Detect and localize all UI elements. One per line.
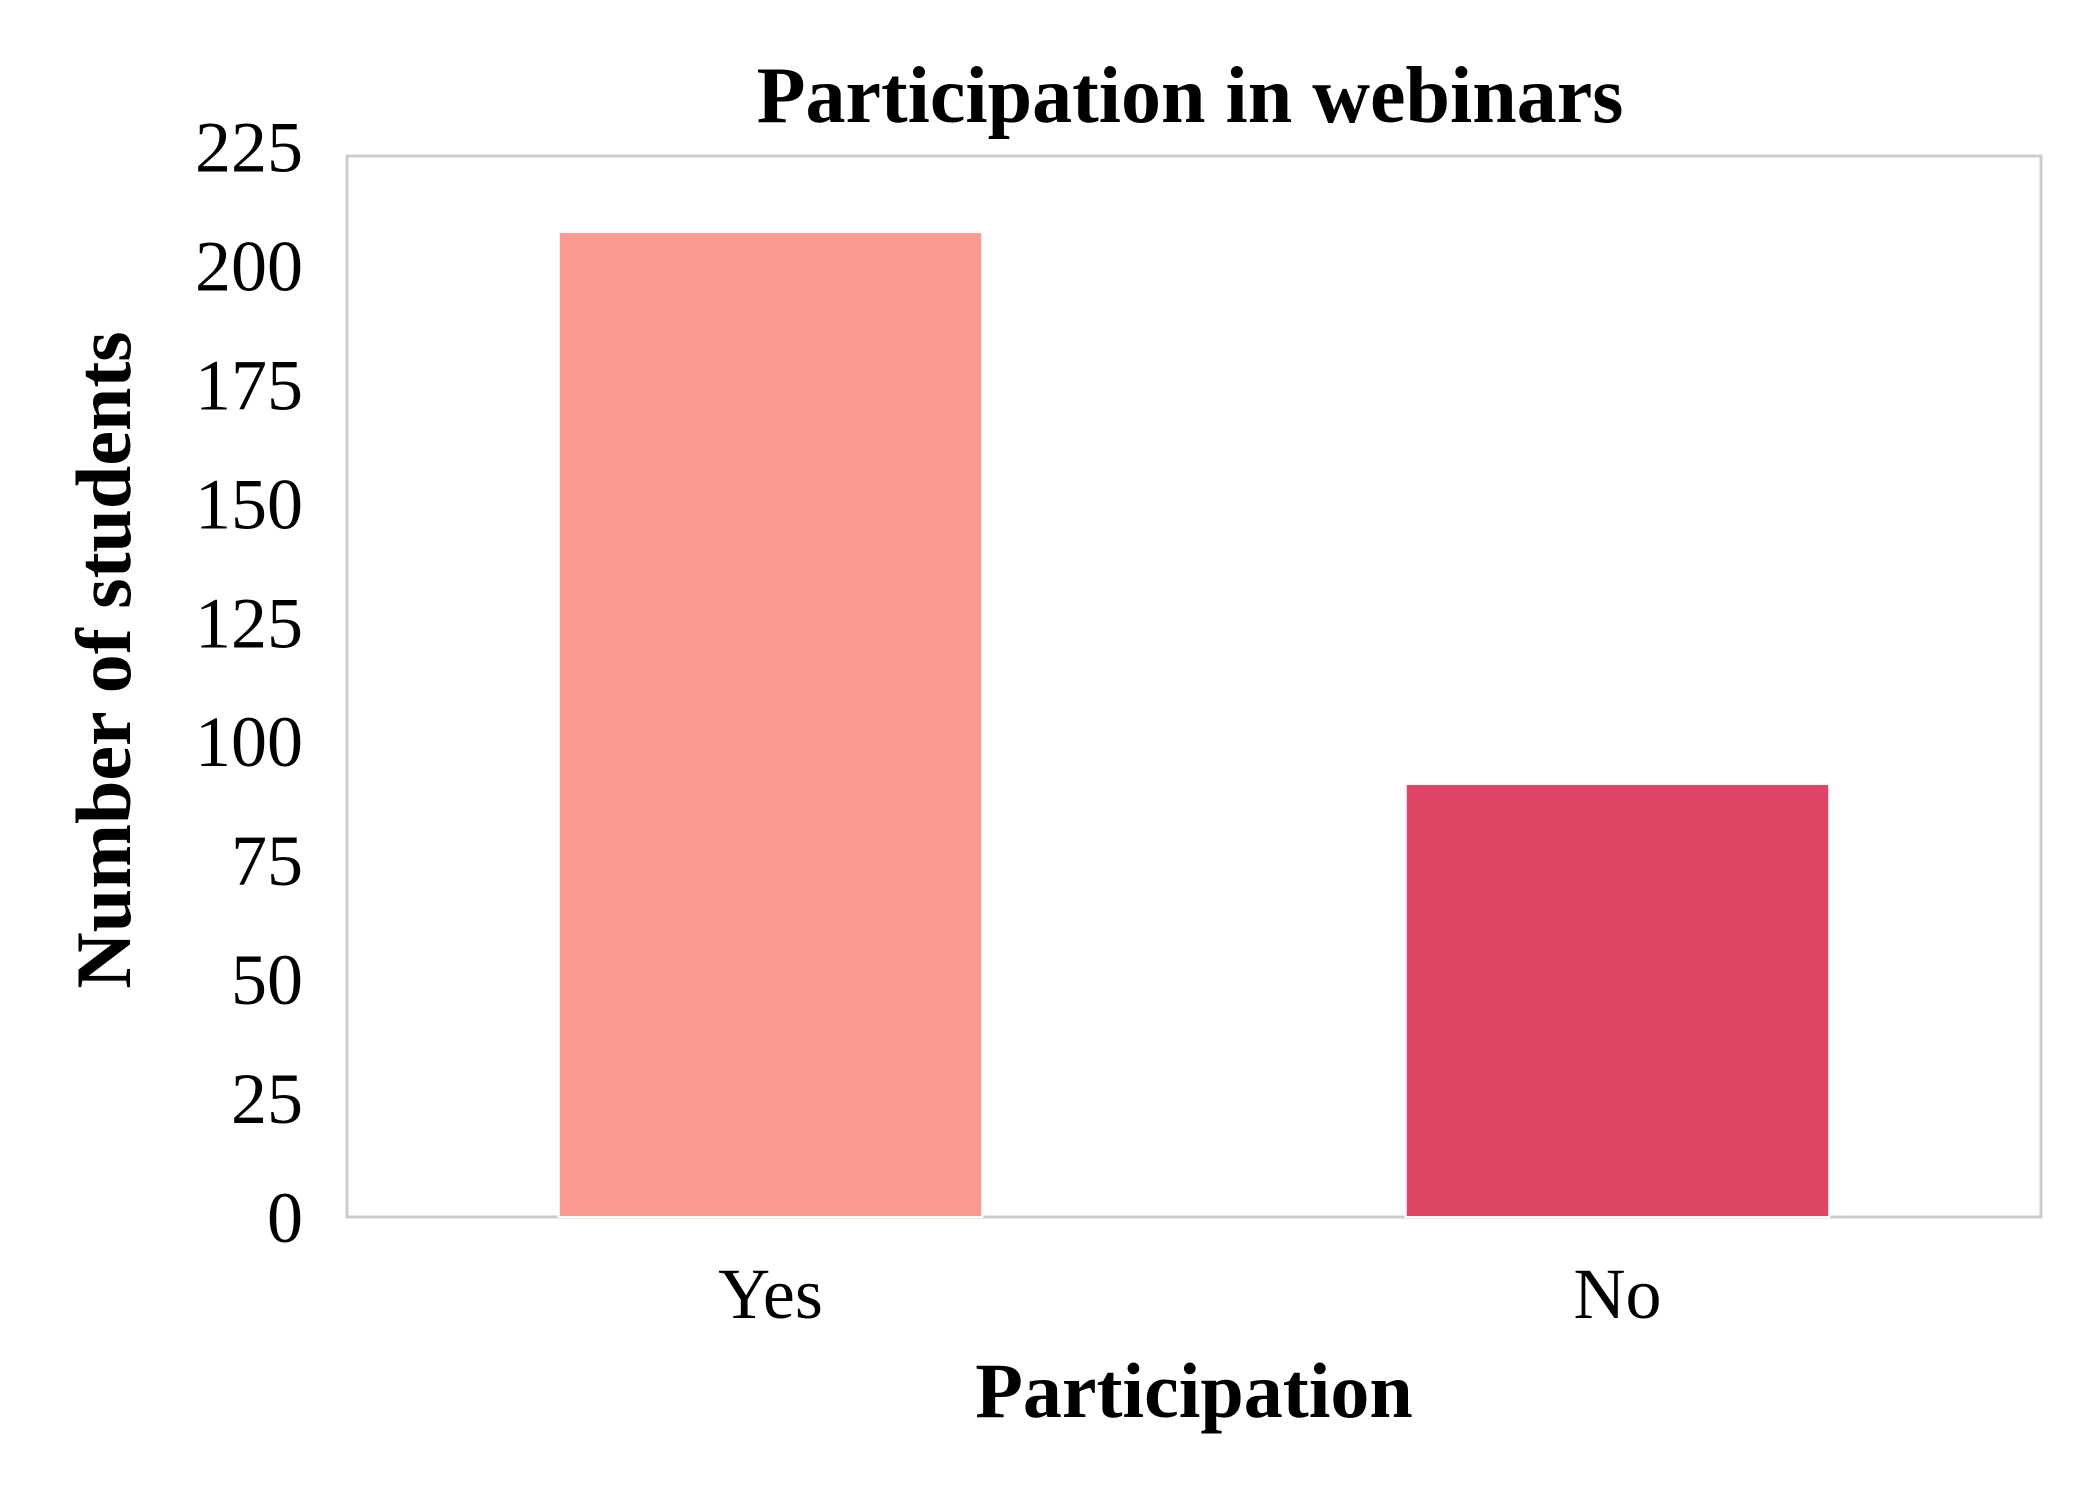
chart-title: Participation in webinars: [757, 52, 1624, 140]
y-tick-label: 200: [195, 226, 303, 306]
y-axis-label: Number of students: [60, 331, 147, 988]
y-tick-label: 75: [231, 821, 303, 901]
x-tick-labels: Yes No: [718, 1254, 1661, 1334]
y-tick-label: 125: [195, 583, 303, 663]
y-tick-label: 225: [195, 107, 303, 187]
x-axis-label: Participation: [975, 1347, 1413, 1434]
x-tick-label: Yes: [718, 1254, 823, 1334]
bars-group: [557, 231, 1831, 1219]
bar-yes: [557, 231, 984, 1219]
y-tick-label: 0: [267, 1178, 303, 1258]
y-tick-label: 150: [195, 464, 303, 544]
y-tick-label: 25: [231, 1059, 303, 1139]
x-tick-label: No: [1574, 1254, 1662, 1334]
y-tick-labels: 0 25 50 75 100 125 150 175 200 225: [195, 107, 303, 1258]
y-tick-label: 100: [195, 702, 303, 782]
y-tick-label: 50: [231, 940, 303, 1020]
plot-frame: [345, 154, 2043, 1219]
y-tick-label: 175: [195, 345, 303, 425]
bar-no: [1404, 783, 1831, 1218]
